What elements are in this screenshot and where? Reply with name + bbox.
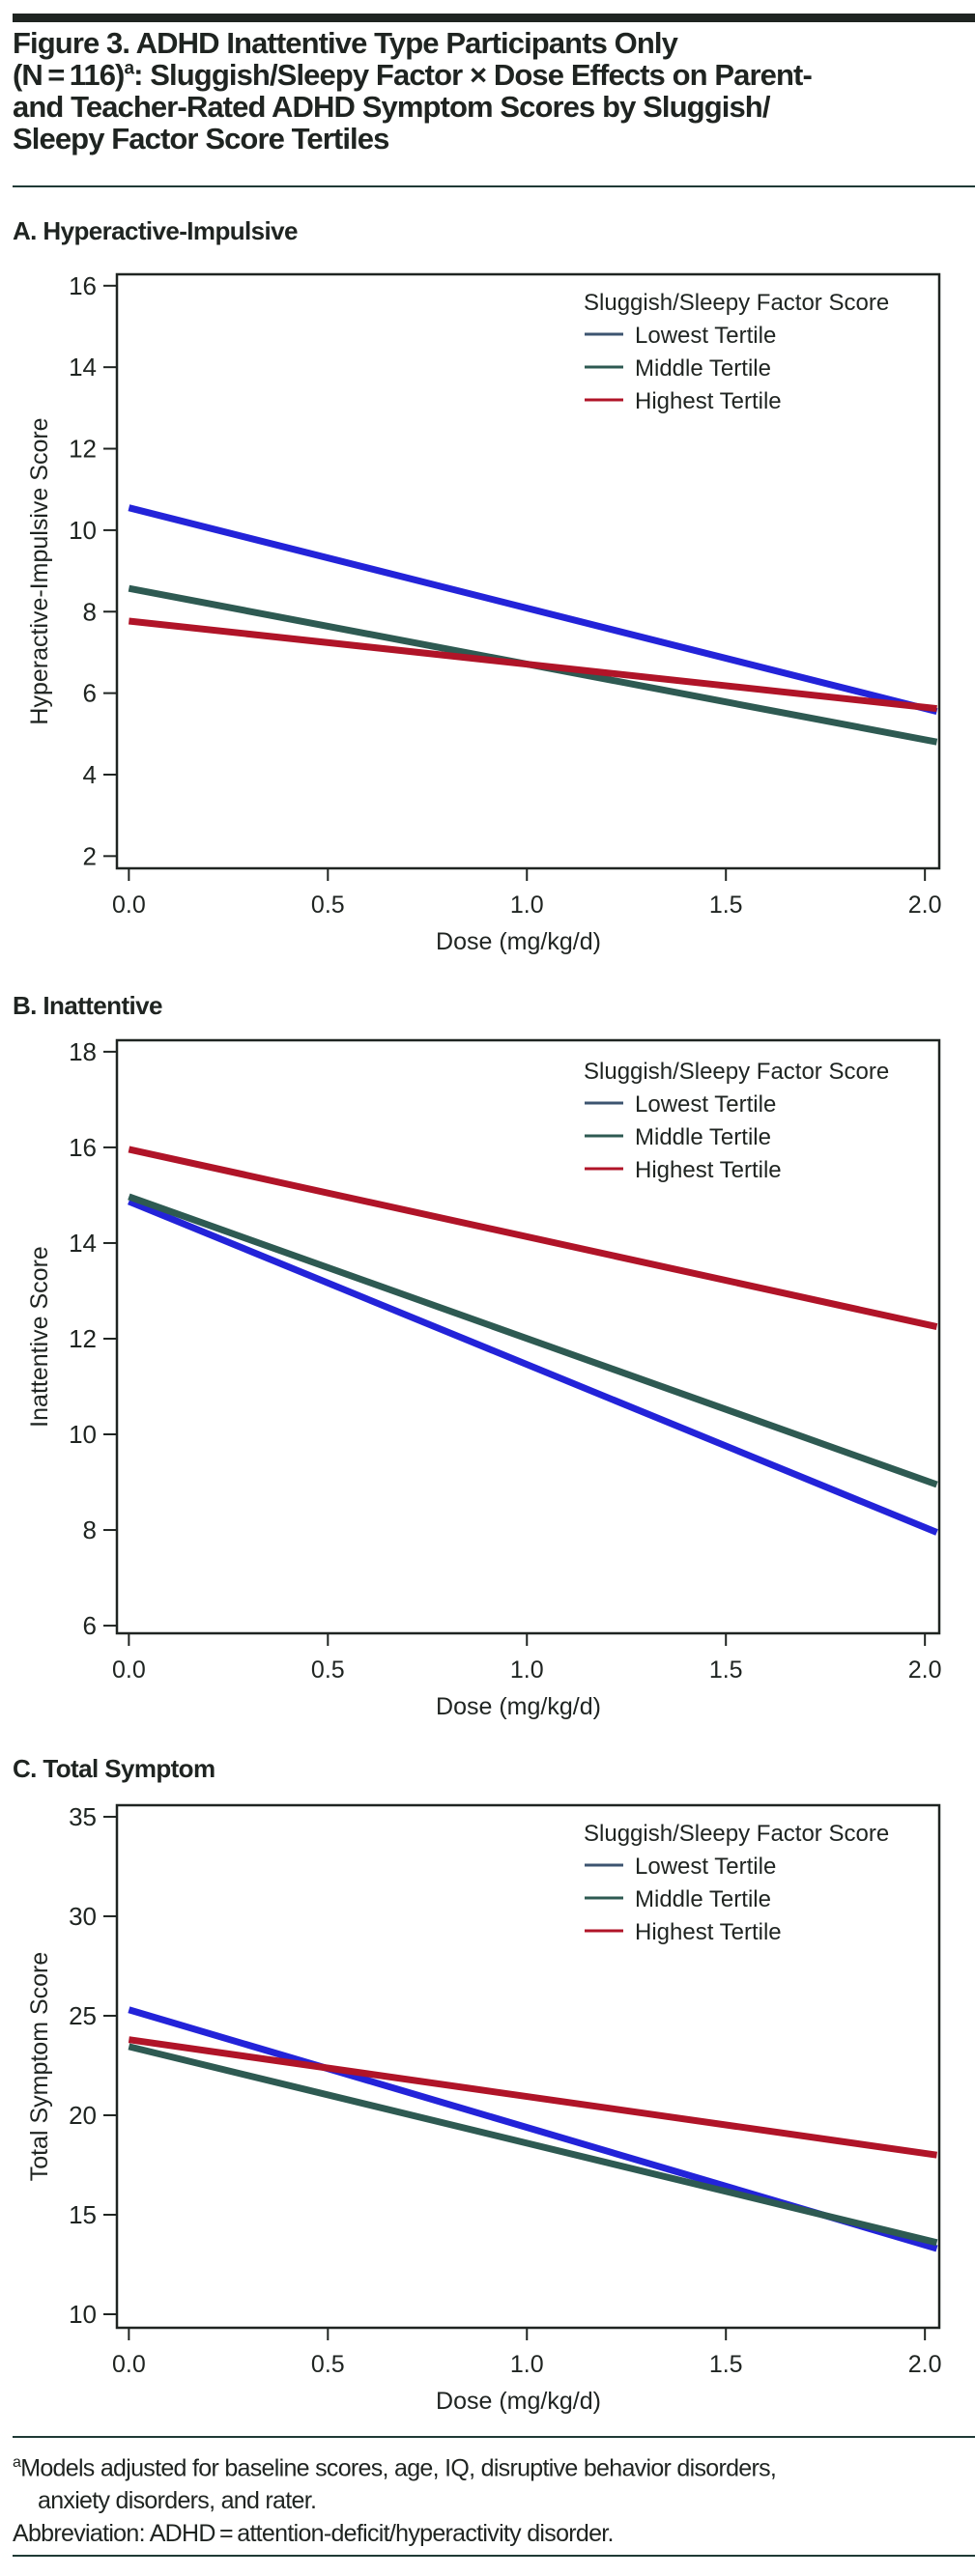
panel-b-title: B. Inattentive bbox=[13, 991, 162, 1020]
y-tick-label: 20 bbox=[69, 2101, 97, 2130]
legend-label-lowest: Lowest Tertile bbox=[635, 1854, 776, 1880]
y-axis-label: Hyperactive-Impulsive Score bbox=[26, 417, 53, 724]
y-tick-label: 8 bbox=[83, 597, 97, 626]
title-n: (N = 116) bbox=[13, 58, 125, 92]
series-line-middle bbox=[128, 1193, 938, 1488]
legend-label-lowest: Lowest Tertile bbox=[635, 323, 776, 349]
series-line-lowest bbox=[128, 504, 938, 715]
y-axis-label: Inattentive Score bbox=[26, 1246, 53, 1428]
series-group bbox=[128, 2006, 938, 2252]
y-tick-label: 12 bbox=[69, 1324, 97, 1353]
x-tick-label: 0.5 bbox=[311, 892, 345, 919]
legend-label-lowest: Lowest Tertile bbox=[635, 1091, 776, 1118]
y-tick-label: 10 bbox=[69, 1420, 97, 1449]
series-line-highest bbox=[128, 1146, 938, 1331]
series-line-lowest bbox=[128, 1198, 938, 1536]
x-axis-label: Dose (mg/kg/d) bbox=[436, 2388, 601, 2415]
legend-label-highest: Highest Tertile bbox=[635, 388, 782, 414]
x-tick-label: 0.5 bbox=[311, 1656, 345, 1684]
y-tick-label: 16 bbox=[69, 271, 97, 300]
y-tick-label: 14 bbox=[69, 1229, 97, 1258]
x-tick-label: 0.5 bbox=[311, 2351, 345, 2378]
y-tick-label: 35 bbox=[69, 1802, 97, 1831]
title-rule bbox=[13, 185, 975, 187]
legend-label-highest: Highest Tertile bbox=[635, 1919, 782, 1945]
legend-title: Sluggish/Sleepy Factor Score bbox=[584, 1059, 889, 1085]
y-tick-label: 30 bbox=[69, 1902, 97, 1931]
title-line-2-text: : Sluggish/Sleepy Factor × Dose Effects … bbox=[133, 58, 813, 92]
legend: Sluggish/Sleepy Factor Score Lowest Terti… bbox=[584, 290, 889, 414]
y-tick-label: 8 bbox=[83, 1515, 97, 1544]
series-line-lowest bbox=[128, 2006, 938, 2252]
x-tick-label: 0.0 bbox=[112, 1656, 146, 1684]
footnote-line-2: anxiety disorders, and rater. bbox=[38, 2487, 317, 2515]
y-tick-label: 14 bbox=[69, 353, 97, 382]
y-tick-label: 10 bbox=[69, 516, 97, 545]
title-line-2: (N = 116)a: Sluggish/Sleepy Factor × Dos… bbox=[13, 59, 969, 91]
y-tick-label: 18 bbox=[69, 1037, 97, 1066]
footnote-line-1: aModels adjusted for baseline scores, ag… bbox=[13, 2447, 969, 2484]
x-tick-label: 0.0 bbox=[112, 892, 146, 919]
legend: Sluggish/Sleepy Factor Score Lowest Terti… bbox=[584, 1821, 889, 1945]
legend-label-middle: Middle Tertile bbox=[635, 1124, 771, 1150]
y-axis-label: Total Symptom Score bbox=[26, 1952, 53, 2182]
footnote-bottom-rule bbox=[13, 2555, 975, 2557]
x-tick-label: 2.0 bbox=[908, 1656, 942, 1684]
footnote: aModels adjusted for baseline scores, ag… bbox=[13, 2447, 969, 2550]
y-tick-label: 6 bbox=[83, 679, 97, 708]
x-tick-label: 0.0 bbox=[112, 2351, 146, 2378]
footnote-top-rule bbox=[13, 2436, 975, 2438]
y-tick-label: 4 bbox=[83, 760, 97, 789]
series-line-highest bbox=[128, 617, 937, 713]
legend: Sluggish/Sleepy Factor Score Lowest Terti… bbox=[584, 1059, 889, 1183]
series-line-highest bbox=[128, 2036, 938, 2159]
footnote-marker: a bbox=[13, 2454, 21, 2471]
x-tick-label: 2.0 bbox=[908, 892, 942, 919]
title-line-1: Figure 3. ADHD Inattentive Type Particip… bbox=[13, 26, 678, 60]
x-tick-label: 1.0 bbox=[510, 2351, 544, 2378]
title-line-3: and Teacher-Rated ADHD Symptom Scores by… bbox=[13, 90, 770, 124]
plot-frame bbox=[115, 1803, 941, 2330]
legend-title: Sluggish/Sleepy Factor Score bbox=[584, 1821, 889, 1847]
x-tick-label: 1.5 bbox=[709, 2351, 743, 2378]
y-tick-label: 10 bbox=[69, 2300, 97, 2329]
x-axis-label: Dose (mg/kg/d) bbox=[436, 928, 601, 955]
panel-a-title: A. Hyperactive-Impulsive bbox=[13, 216, 298, 245]
x-tick-label: 1.0 bbox=[510, 1656, 544, 1684]
y-tick-label: 2 bbox=[83, 841, 97, 870]
title-footnote-marker: a bbox=[124, 58, 134, 79]
y-tick-label: 16 bbox=[69, 1133, 97, 1162]
legend-label-middle: Middle Tertile bbox=[635, 355, 771, 382]
series-group bbox=[128, 504, 938, 746]
figure-title: Figure 3. ADHD Inattentive Type Particip… bbox=[13, 27, 969, 155]
x-axis-label: Dose (mg/kg/d) bbox=[436, 1693, 601, 1720]
y-tick-label: 12 bbox=[69, 435, 97, 464]
series-line-middle bbox=[128, 584, 938, 746]
legend-label-middle: Middle Tertile bbox=[635, 1886, 771, 1912]
series-group bbox=[128, 1146, 938, 1536]
title-line-4: Sleepy Factor Score Tertiles bbox=[13, 122, 389, 156]
x-tick-label: 1.5 bbox=[709, 892, 743, 919]
plot-frame bbox=[115, 272, 941, 870]
y-tick-label: 15 bbox=[69, 2200, 97, 2229]
y-tick-label: 25 bbox=[69, 2001, 97, 2030]
top-rule bbox=[13, 14, 975, 22]
series-line-middle bbox=[128, 2043, 938, 2247]
panel-c-title: C. Total Symptom bbox=[13, 1754, 215, 1783]
x-tick-label: 2.0 bbox=[908, 2351, 942, 2378]
footnote-abbreviation: Abbreviation: ADHD = attention-deficit/h… bbox=[13, 2520, 615, 2548]
y-tick-label: 6 bbox=[83, 1611, 97, 1640]
plot-frame bbox=[115, 1038, 941, 1635]
x-tick-label: 1.0 bbox=[510, 892, 544, 919]
legend-label-highest: Highest Tertile bbox=[635, 1157, 782, 1183]
x-tick-label: 1.5 bbox=[709, 1656, 743, 1684]
legend-title: Sluggish/Sleepy Factor Score bbox=[584, 290, 889, 316]
footnote-text-1: Models adjusted for baseline scores, age… bbox=[20, 2454, 777, 2482]
